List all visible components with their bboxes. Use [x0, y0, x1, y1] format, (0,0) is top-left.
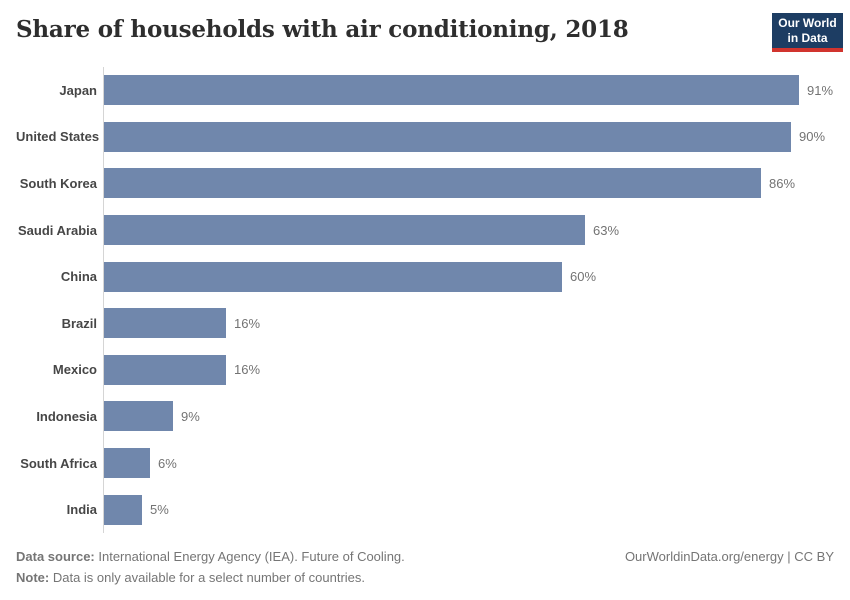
value-label: 86% — [769, 175, 796, 191]
data-source-line: Data source: International Energy Agency… — [16, 546, 405, 567]
bar[interactable] — [104, 308, 226, 339]
footer-notes: Data source: International Energy Agency… — [16, 546, 405, 588]
bar-row: Japan 91% — [16, 67, 834, 114]
bar-track: 90% — [103, 113, 834, 161]
bar-row: Mexico 16% — [16, 346, 834, 394]
value-label: 91% — [807, 82, 834, 98]
bar-row: Brazil 16% — [16, 299, 834, 347]
bar[interactable] — [104, 121, 791, 152]
owid-logo-line1: Our World — [778, 16, 837, 30]
value-label: 6% — [158, 455, 177, 471]
bar-track: 16% — [103, 299, 834, 347]
note-text: Data is only available for a select numb… — [52, 570, 366, 585]
data-source-label: Data source: — [16, 549, 95, 564]
category-label: United States — [16, 129, 100, 145]
bar[interactable] — [104, 354, 226, 385]
value-label: 16% — [234, 362, 261, 378]
value-label: 60% — [570, 269, 597, 285]
bar[interactable] — [104, 401, 173, 432]
note-label: Note: — [16, 570, 50, 585]
value-label: 5% — [150, 502, 169, 518]
bar-track: 63% — [103, 206, 834, 254]
bar-chart: Japan 91% United States 90% South Korea 86% Sa… — [16, 67, 834, 533]
bar[interactable] — [104, 261, 562, 292]
bar-track: 6% — [103, 439, 834, 487]
category-label: Japan — [59, 82, 97, 98]
category-label: Indonesia — [36, 408, 97, 424]
bar-row: India 5% — [16, 486, 834, 533]
bar[interactable] — [104, 75, 799, 106]
category-label: Mexico — [52, 362, 97, 378]
bar-row: Saudi Arabia 63% — [16, 206, 834, 254]
owid-logo[interactable]: Our World in Data — [772, 13, 843, 52]
category-label: China — [60, 269, 97, 285]
bar-track: 9% — [103, 393, 834, 440]
bar-track: 16% — [103, 346, 834, 394]
category-label: Saudi Arabia — [18, 222, 97, 238]
bar-track: 86% — [103, 160, 834, 207]
credit-link[interactable]: OurWorldinData.org/energy | CC BY — [624, 549, 834, 564]
bar-track: 5% — [103, 486, 834, 533]
bar-row: United States 90% — [16, 113, 834, 161]
bar-track: 91% — [103, 67, 834, 114]
chart-title: Share of households with air conditionin… — [16, 16, 629, 43]
value-label: 9% — [181, 408, 200, 424]
value-label: 90% — [799, 129, 826, 145]
value-label: 16% — [234, 315, 261, 331]
bar-row: Indonesia 9% — [16, 393, 834, 440]
bar[interactable] — [104, 215, 585, 246]
bar[interactable] — [104, 168, 761, 199]
bar[interactable] — [104, 448, 150, 479]
category-label: South Africa — [20, 455, 97, 471]
bar-row: China 60% — [16, 253, 834, 300]
chart-footer: Data source: International Energy Agency… — [16, 546, 834, 588]
bar-row: South Africa 6% — [16, 439, 834, 487]
owid-logo-line2: in Data — [787, 31, 828, 45]
category-label: Brazil — [61, 315, 97, 331]
value-label: 63% — [593, 222, 620, 238]
bar-track: 60% — [103, 253, 834, 300]
category-label: India — [66, 502, 97, 518]
bar[interactable] — [104, 494, 142, 525]
note-line: Note: Data is only available for a selec… — [16, 567, 405, 588]
data-source-text: International Energy Agency (IEA). Futur… — [98, 549, 405, 564]
category-label: South Korea — [19, 175, 97, 191]
bar-row: South Korea 86% — [16, 160, 834, 207]
